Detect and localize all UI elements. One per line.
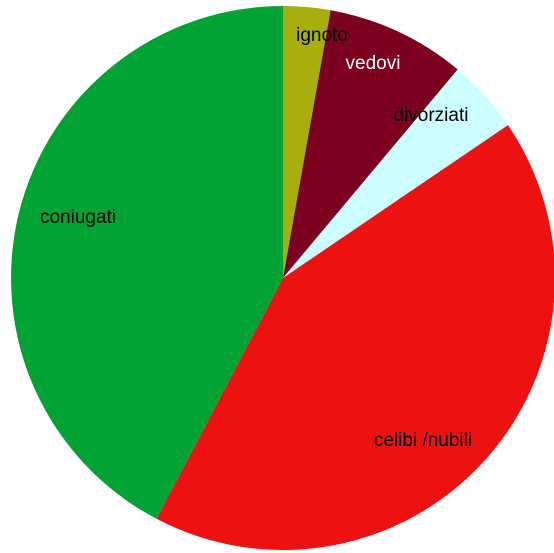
pie-slice [283,10,458,279]
slice-label: vedovi [346,53,401,74]
pie-slice [156,125,554,550]
slice-label: ignoto [296,25,348,46]
slice-label: divorziati [394,105,469,126]
pie-slice [283,69,508,278]
pie-slice [283,6,331,278]
slice-label: coniugati [40,207,116,228]
slice-label: celibi /nubili [374,430,472,451]
pie-slice [10,6,283,519]
